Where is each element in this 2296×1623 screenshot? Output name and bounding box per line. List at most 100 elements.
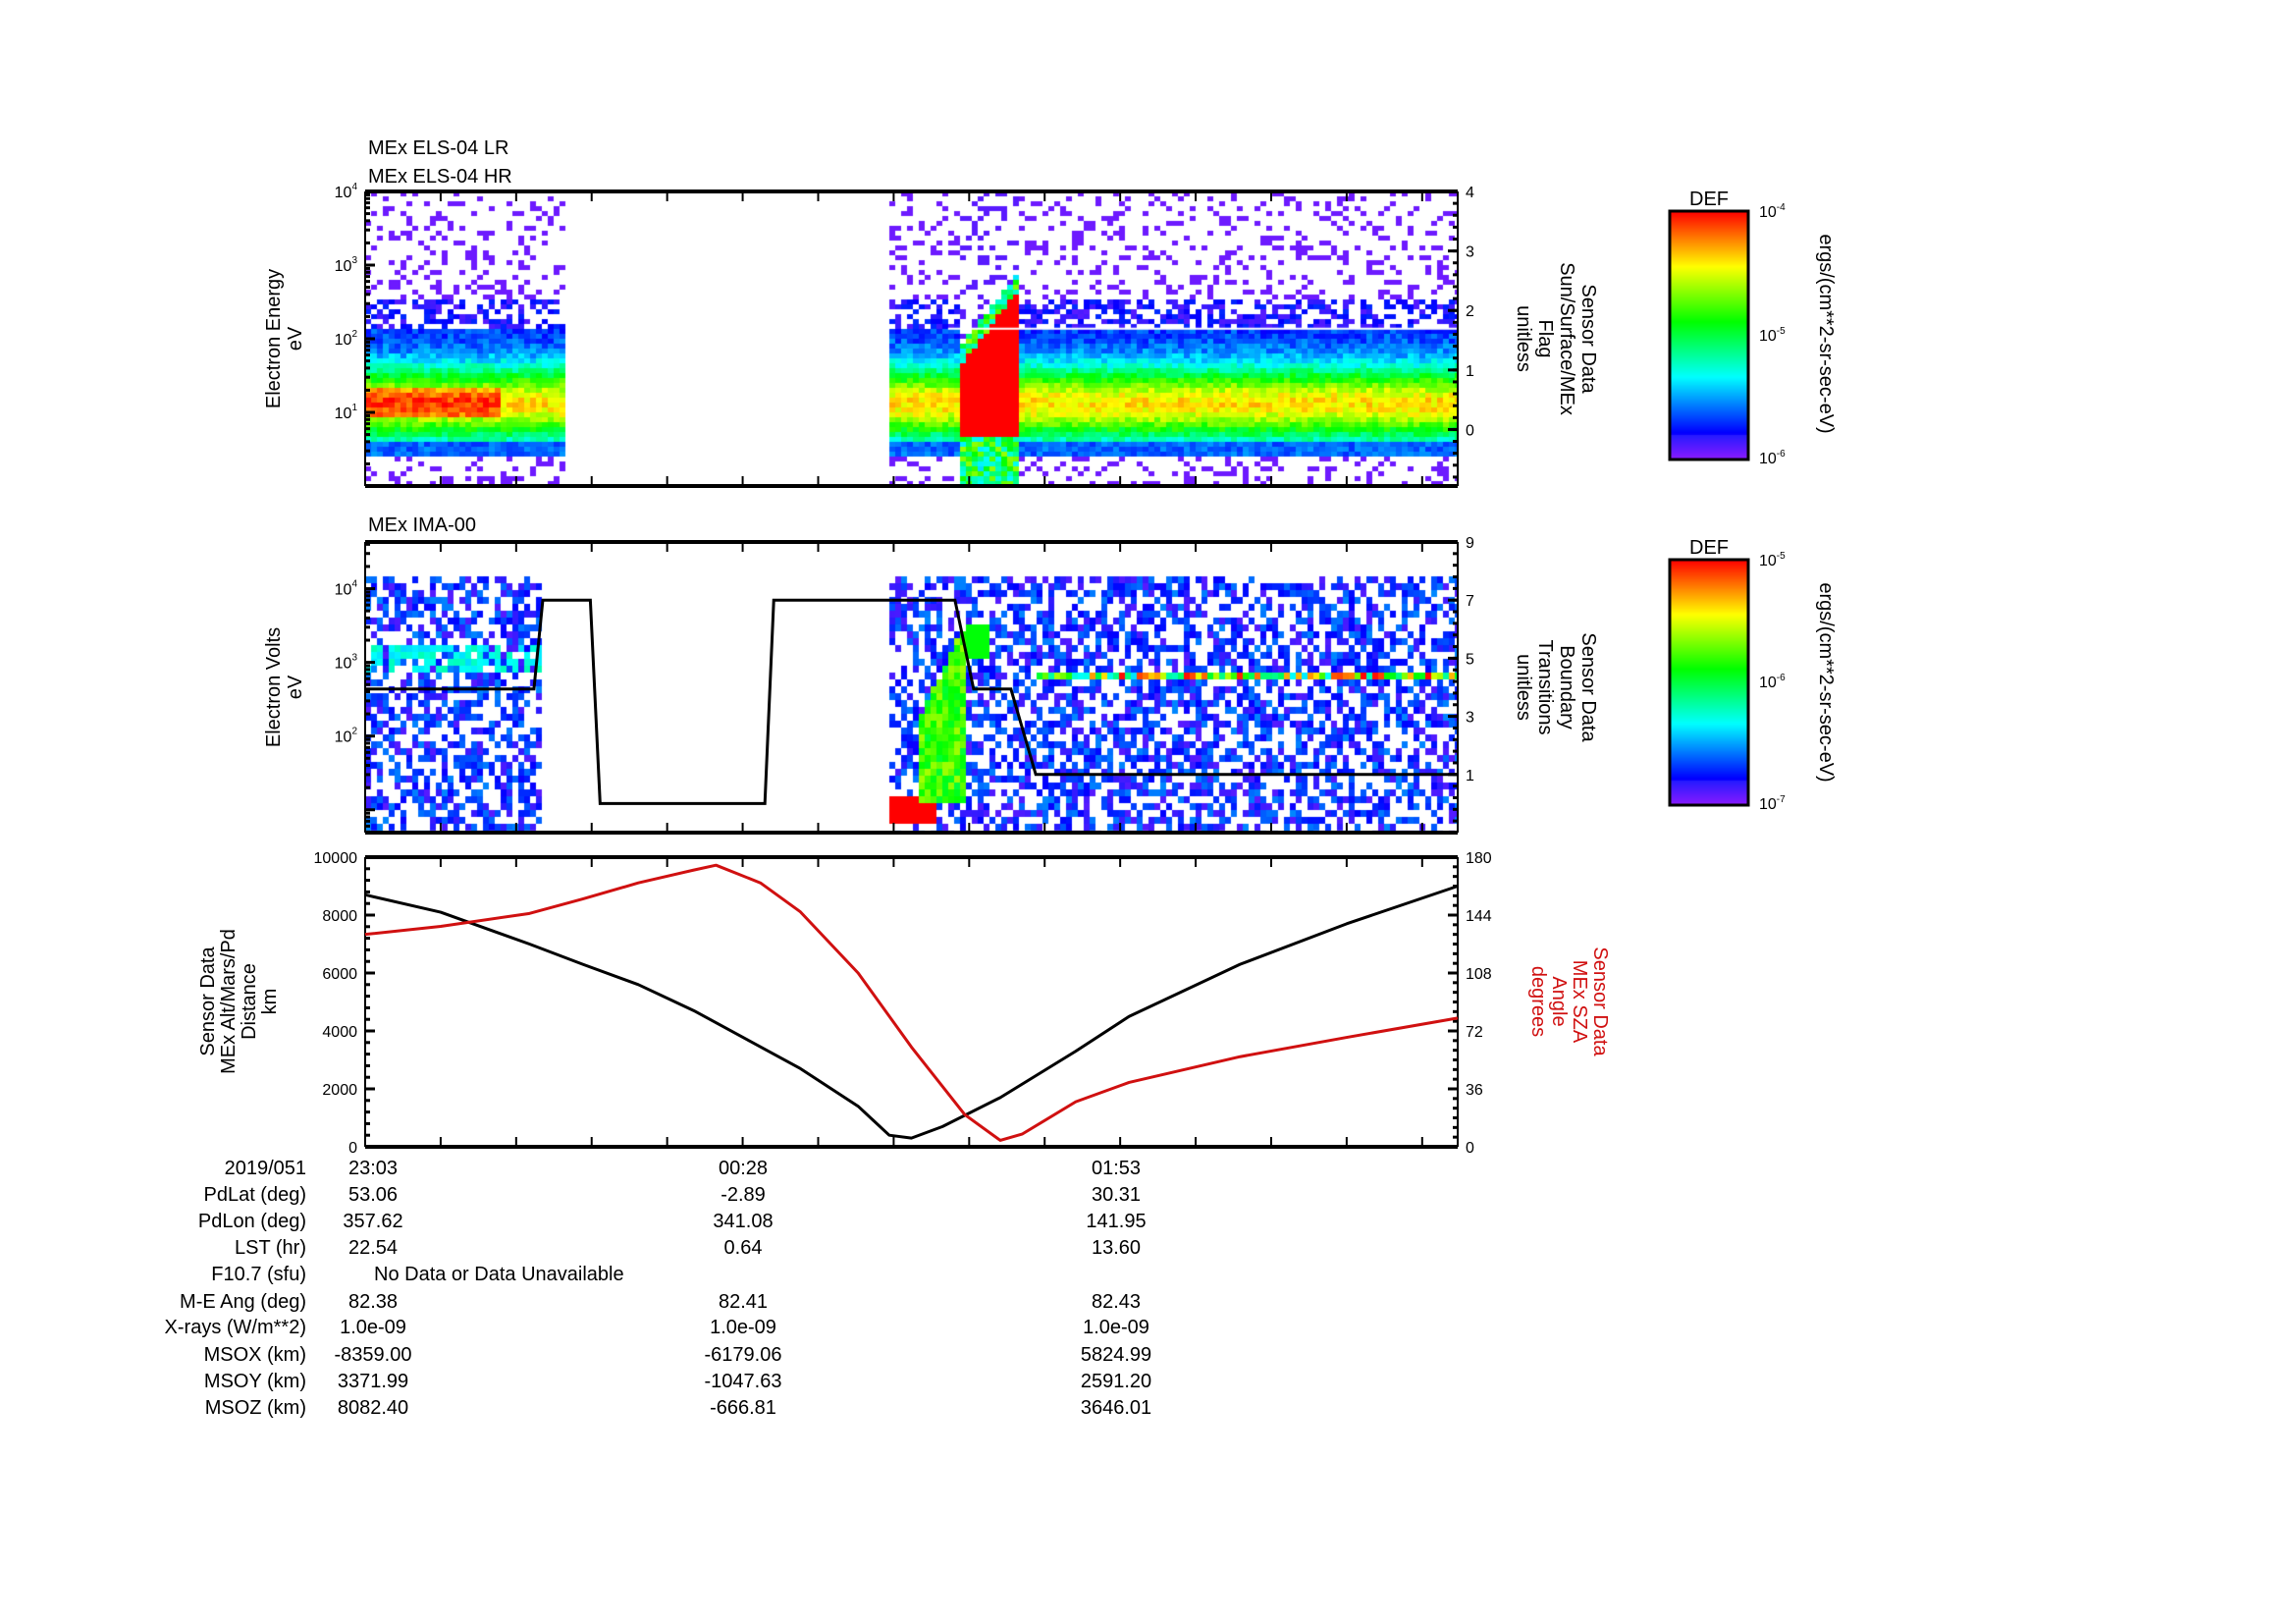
time-tick-label: 00:28 (719, 1158, 768, 1179)
svg-text:degrees: degrees (1527, 966, 1549, 1037)
ima-colorbar-gradient (1670, 560, 1748, 805)
ephemeris-value: 82.41 (719, 1291, 768, 1313)
ephemeris-value: 341.08 (713, 1211, 773, 1232)
ephemeris-value: 2591.20 (1081, 1371, 1151, 1392)
svg-text:Distance: Distance (239, 963, 260, 1040)
svg-text:Sensor Data: Sensor Data (1577, 284, 1599, 394)
ima-y-ticklabel: 102 (335, 727, 358, 746)
svg-text:Sensor Data: Sensor Data (1589, 947, 1611, 1056)
ephemeris-value: 1.0e-09 (1083, 1317, 1149, 1338)
ephemeris-value: 0.64 (724, 1237, 763, 1259)
ima-y-ticklabel: 104 (335, 579, 358, 599)
els-title-hr: MEx ELS-04 HR (368, 166, 512, 188)
ima-y2-ticklabel: 3 (1466, 710, 1474, 727)
orbit-y2-ticklabel: 180 (1466, 850, 1492, 867)
els-colorbar-ticklabels: 10-4 10-5 10-6 (1759, 202, 1786, 467)
ephemeris-value: No Data or Data Unavailable (374, 1264, 624, 1285)
els-colorbar-gradient (1670, 211, 1748, 460)
els-y-ticklabel: 101 (335, 403, 358, 422)
ephemeris-value: 8082.40 (338, 1397, 408, 1419)
els-cb-tick: 10-4 (1759, 202, 1786, 221)
svg-text:eV: eV (285, 675, 306, 699)
els-y2-ticklabel: 4 (1466, 185, 1474, 201)
els-y2-ticklabel: 1 (1466, 363, 1474, 380)
ephemeris-row-label: MSOY (km) (204, 1371, 306, 1392)
svg-text:unitless: unitless (1513, 654, 1534, 721)
ima-ylabel: Electron Volts eV (263, 627, 306, 747)
ephemeris-table: 2019/051 23:03 00:28 01:53 PdLat (deg) 53.06 -… (165, 1158, 1152, 1419)
svg-text:unitless: unitless (1513, 305, 1534, 372)
ephemeris-value: -666.81 (710, 1397, 776, 1419)
els-y2-ticklabel: 3 (1466, 244, 1474, 261)
ephemeris-value: 22.54 (348, 1237, 398, 1259)
els-title-lr: MEx ELS-04 LR (368, 137, 508, 159)
ima-cb-tick: 10-5 (1759, 551, 1786, 569)
altitude-line (364, 885, 1459, 1140)
ephemeris-value: 82.38 (348, 1291, 398, 1313)
orbit-y2-ticklabel: 0 (1466, 1140, 1474, 1157)
ephemeris-value: 5824.99 (1081, 1344, 1151, 1366)
orbit-y2-ticklabel: 108 (1466, 966, 1492, 983)
orbit-y2-ticklabel: 144 (1466, 908, 1492, 925)
orbit-y-ticklabel: 6000 (322, 966, 357, 983)
orbit-y-ticklabel: 2000 (322, 1082, 357, 1099)
ephemeris-row-label: X-rays (W/m**2) (165, 1317, 306, 1338)
svg-text:Transitions: Transitions (1534, 639, 1556, 734)
ima-title: MEx IMA-00 (368, 514, 476, 536)
els-y2-ticklabel: 0 (1466, 422, 1474, 439)
els-y-ticklabel: 104 (335, 182, 358, 201)
svg-text:Electron Energy: Electron Energy (263, 269, 285, 408)
els-colorbar-frame (1668, 209, 1750, 461)
ephemeris-value: 53.06 (348, 1184, 398, 1206)
ephemeris-value: 1.0e-09 (710, 1317, 776, 1338)
ephemeris-row-label: MSOX (km) (204, 1344, 306, 1366)
boundary-transitions-line (365, 598, 1458, 805)
ephemeris-value: 30.31 (1092, 1184, 1141, 1206)
ima-colorbar-units: ergs/(cm**2-sr-sec-eV) (1815, 582, 1837, 782)
time-tick-label: 01:53 (1092, 1158, 1141, 1179)
orbit-y2-ticklabel: 72 (1466, 1024, 1483, 1041)
orbit-ylabel: Sensor Data MEx Alt/Mars/Pd Distance km (197, 929, 281, 1074)
ima-y2-ticklabel: 1 (1466, 768, 1474, 784)
ima-colorbar-title: DEF (1689, 537, 1729, 559)
ephemeris-value: 3371.99 (338, 1371, 408, 1392)
ephemeris-value: -6179.06 (705, 1344, 782, 1366)
els-colorbar-title: DEF (1689, 189, 1729, 210)
svg-text:MEx SZA: MEx SZA (1569, 960, 1590, 1044)
orbit-y-ticklabel: 4000 (322, 1024, 357, 1041)
els-y2label: Sensor Data Sun/Surface/MEx Flag unitles… (1513, 262, 1599, 415)
orbit-y-ticklabel: 0 (348, 1140, 357, 1157)
ima-cb-tick: 10-7 (1759, 794, 1786, 813)
ima-colorbar-ticklabels: 10-5 10-6 10-7 (1759, 551, 1786, 813)
svg-text:eV: eV (285, 326, 306, 351)
ephemeris-value: 82.43 (1092, 1291, 1141, 1313)
els-colorbar-units: ergs/(cm**2-sr-sec-eV) (1815, 234, 1837, 433)
ima-colorbar-frame (1668, 558, 1750, 807)
ephemeris-value: -8359.00 (335, 1344, 412, 1366)
ephemeris-value: 141.95 (1086, 1211, 1146, 1232)
svg-text:Sensor Data: Sensor Data (1577, 632, 1599, 742)
orbit-y2label: Sensor Data MEx SZA Angle degrees (1527, 947, 1611, 1056)
lines-layer (364, 598, 1459, 1142)
ephemeris-value: 1.0e-09 (340, 1317, 406, 1338)
ephemeris-value: -2.89 (721, 1184, 766, 1206)
els-y2-ticklabel: 2 (1466, 303, 1474, 320)
orbit-y-ticklabel: 8000 (322, 908, 357, 925)
svg-text:Flag: Flag (1534, 320, 1556, 358)
ima-y2-ticklabel: 7 (1466, 593, 1474, 610)
els-spectrogram (365, 191, 1458, 486)
els-cb-tick: 10-5 (1759, 326, 1786, 345)
ephemeris-row-label: MSOZ (km) (205, 1397, 306, 1419)
ima-spectrogram (365, 542, 1458, 833)
ima-y2label: Sensor Data Boundary Transitions unitles… (1513, 632, 1599, 742)
ima-cb-tick: 10-6 (1759, 673, 1786, 691)
axes-layer: 101 102 103 104 0 1 2 3 4 102 103 104 1 3 5 7 9 0 2000 4000… (314, 182, 1492, 1157)
ima-y2-ticklabel: 9 (1466, 535, 1474, 552)
svg-text:Boundary: Boundary (1556, 645, 1577, 730)
ephemeris-row-label: F10.7 (sfu) (211, 1264, 306, 1285)
ima-y-ticklabel: 103 (335, 653, 358, 673)
els-y-ticklabel: 102 (335, 329, 358, 349)
ephemeris-value: -1047.63 (705, 1371, 782, 1392)
els-y-ticklabel: 103 (335, 255, 358, 275)
